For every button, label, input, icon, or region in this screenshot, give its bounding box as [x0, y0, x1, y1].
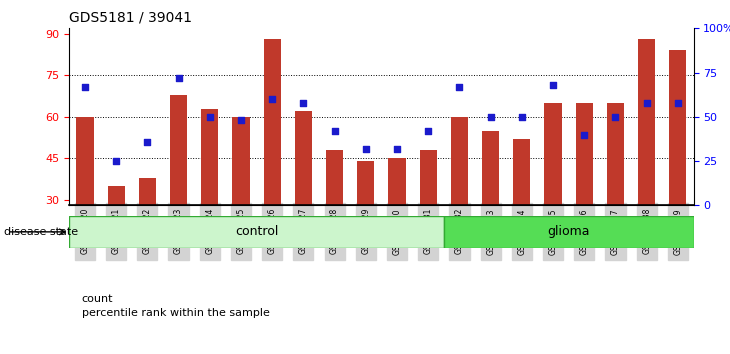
Bar — [77, 117, 93, 205]
Text: count: count — [82, 294, 113, 304]
Point — [485, 114, 496, 120]
Bar — [264, 39, 281, 205]
Text: disease state: disease state — [4, 227, 78, 237]
Bar — [326, 150, 343, 205]
Bar — [420, 150, 437, 205]
Point — [173, 75, 185, 81]
Bar — [444, 216, 694, 248]
Bar — [139, 178, 156, 205]
Point — [516, 114, 528, 120]
Point — [266, 96, 278, 102]
Bar — [295, 111, 312, 205]
Bar — [669, 51, 686, 205]
Point — [548, 82, 559, 88]
Bar — [357, 161, 374, 205]
Point — [142, 139, 153, 144]
Bar — [576, 103, 593, 205]
Text: glioma: glioma — [548, 225, 590, 238]
Point — [360, 146, 372, 152]
Bar — [513, 139, 531, 205]
Bar — [451, 117, 468, 205]
Point — [79, 84, 91, 90]
Bar — [69, 216, 444, 248]
Bar — [607, 103, 624, 205]
Point — [391, 146, 403, 152]
Point — [204, 114, 215, 120]
Bar — [170, 95, 187, 205]
Bar — [545, 103, 561, 205]
Point — [423, 128, 434, 134]
Point — [298, 100, 310, 105]
Bar — [201, 109, 218, 205]
Point — [672, 100, 684, 105]
Point — [110, 158, 122, 164]
Bar — [638, 39, 656, 205]
Point — [641, 100, 653, 105]
Text: percentile rank within the sample: percentile rank within the sample — [82, 308, 269, 318]
Point — [453, 84, 465, 90]
Bar — [482, 131, 499, 205]
Point — [610, 114, 621, 120]
Text: GDS5181 / 39041: GDS5181 / 39041 — [69, 11, 192, 25]
Bar — [232, 117, 250, 205]
Bar — [388, 158, 406, 205]
Point — [328, 128, 340, 134]
Text: control: control — [235, 225, 278, 238]
Point — [235, 118, 247, 123]
Point — [578, 132, 590, 137]
Bar — [107, 186, 125, 205]
